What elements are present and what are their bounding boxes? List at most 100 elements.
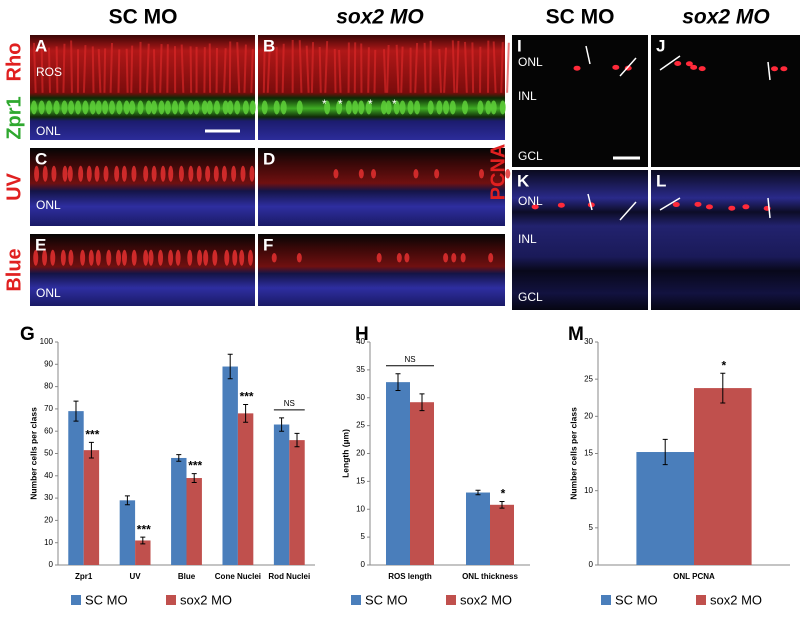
x-tick-label: Blue [178, 572, 196, 581]
bar [636, 452, 694, 565]
x-tick-label: Zpr1 [75, 572, 93, 581]
micrograph [258, 148, 505, 226]
column-header: SC MO [546, 6, 615, 29]
cone-cell [414, 100, 420, 114]
cone-cell [168, 250, 173, 266]
pcna-cell [694, 202, 701, 207]
micrograph [30, 148, 255, 226]
cone-cell [179, 100, 185, 114]
rod-segment [167, 44, 168, 93]
y-tick-label: 5 [589, 523, 594, 532]
y-tick-label: 10 [44, 538, 53, 547]
cone-cell [297, 100, 303, 114]
cone-cell [87, 166, 92, 182]
cone-cell [205, 166, 210, 182]
legend-label: sox2 MO [710, 592, 762, 607]
y-tick-label: 20 [44, 516, 53, 525]
cone-cell [106, 250, 111, 266]
pcna-cell [771, 66, 778, 71]
cone-cell [404, 253, 409, 263]
cone-cell [250, 100, 256, 114]
cone-cell [124, 100, 130, 114]
cone-cell [68, 250, 73, 266]
y-tick-label: 15 [584, 449, 593, 458]
cone-cell [413, 169, 418, 179]
region-label: ONL [36, 198, 61, 212]
y-tick-label: 40 [356, 337, 365, 346]
cone-cell [151, 100, 157, 114]
region-label: INL [518, 89, 537, 103]
cone-cell [462, 100, 468, 114]
cone-cell [352, 100, 358, 114]
legend-label: SC MO [615, 592, 658, 607]
cone-cell [222, 166, 227, 182]
y-tick-label: 25 [356, 421, 365, 430]
cone-cell [39, 100, 45, 114]
cone-cell [61, 250, 66, 266]
cone-cell [203, 250, 208, 266]
cone-cell [116, 100, 122, 114]
column-header: sox2 MO [682, 6, 770, 29]
region-label: * [392, 97, 397, 111]
panel-letter: F [263, 235, 273, 254]
cone-cell [46, 100, 52, 114]
cone-cell [212, 250, 217, 266]
panel-letter: G [20, 324, 35, 345]
cone-cell [138, 100, 144, 114]
cone-cell [158, 250, 163, 266]
cone-cell [109, 100, 115, 114]
cone-cell [333, 169, 338, 179]
cone-cell [104, 166, 109, 182]
rod-segment [191, 46, 192, 92]
rod-segment [472, 42, 473, 92]
cone-cell [62, 166, 67, 182]
cone-cell [116, 250, 121, 266]
annotation: NS [404, 355, 415, 364]
y-tick-label: 0 [589, 560, 594, 569]
y-tick-label: 30 [584, 337, 593, 346]
column-header: sox2 MO [336, 6, 424, 29]
rod-segment [63, 44, 64, 93]
cone-cell [132, 250, 137, 266]
panel-letter: K [517, 171, 530, 190]
y-tick-label: 10 [584, 486, 593, 495]
legend-label: sox2 MO [460, 592, 512, 607]
y-axis-label: Length (µm) [340, 429, 350, 478]
region-label: * [368, 97, 373, 111]
cone-cell [168, 166, 173, 182]
y-tick-label: 25 [584, 374, 593, 383]
cone-cell [143, 250, 148, 266]
cone-cell [78, 166, 83, 182]
cone-cell [239, 250, 244, 266]
cone-cell [197, 166, 202, 182]
panel-letter: D [263, 149, 275, 168]
x-tick-label: Rod Nuclei [268, 572, 310, 581]
cone-cell [450, 100, 456, 114]
cone-cell [359, 169, 364, 179]
x-tick-label: UV [130, 572, 142, 581]
cone-cell [443, 253, 448, 263]
cone-cell [122, 250, 127, 266]
rod-segment [118, 49, 119, 92]
pcna-cell [612, 65, 619, 70]
cone-cell [262, 100, 268, 114]
cone-cell [231, 166, 236, 182]
cone-cell [358, 100, 364, 114]
rod-segment [154, 49, 155, 93]
bar [68, 411, 83, 565]
cone-cell [248, 250, 253, 266]
bar [466, 493, 490, 565]
cone-cell [485, 100, 491, 114]
cone-cell [188, 100, 194, 114]
rod-segment [160, 44, 161, 93]
row-label: Blue [3, 248, 25, 291]
cone-cell [243, 100, 249, 114]
cone-cell [80, 250, 85, 266]
cone-cell [500, 100, 506, 114]
region-label: * [338, 97, 343, 111]
y-tick-label: 80 [44, 382, 53, 391]
cone-cell [461, 253, 466, 263]
region-label: ONL [36, 124, 61, 138]
micrograph [258, 35, 505, 140]
